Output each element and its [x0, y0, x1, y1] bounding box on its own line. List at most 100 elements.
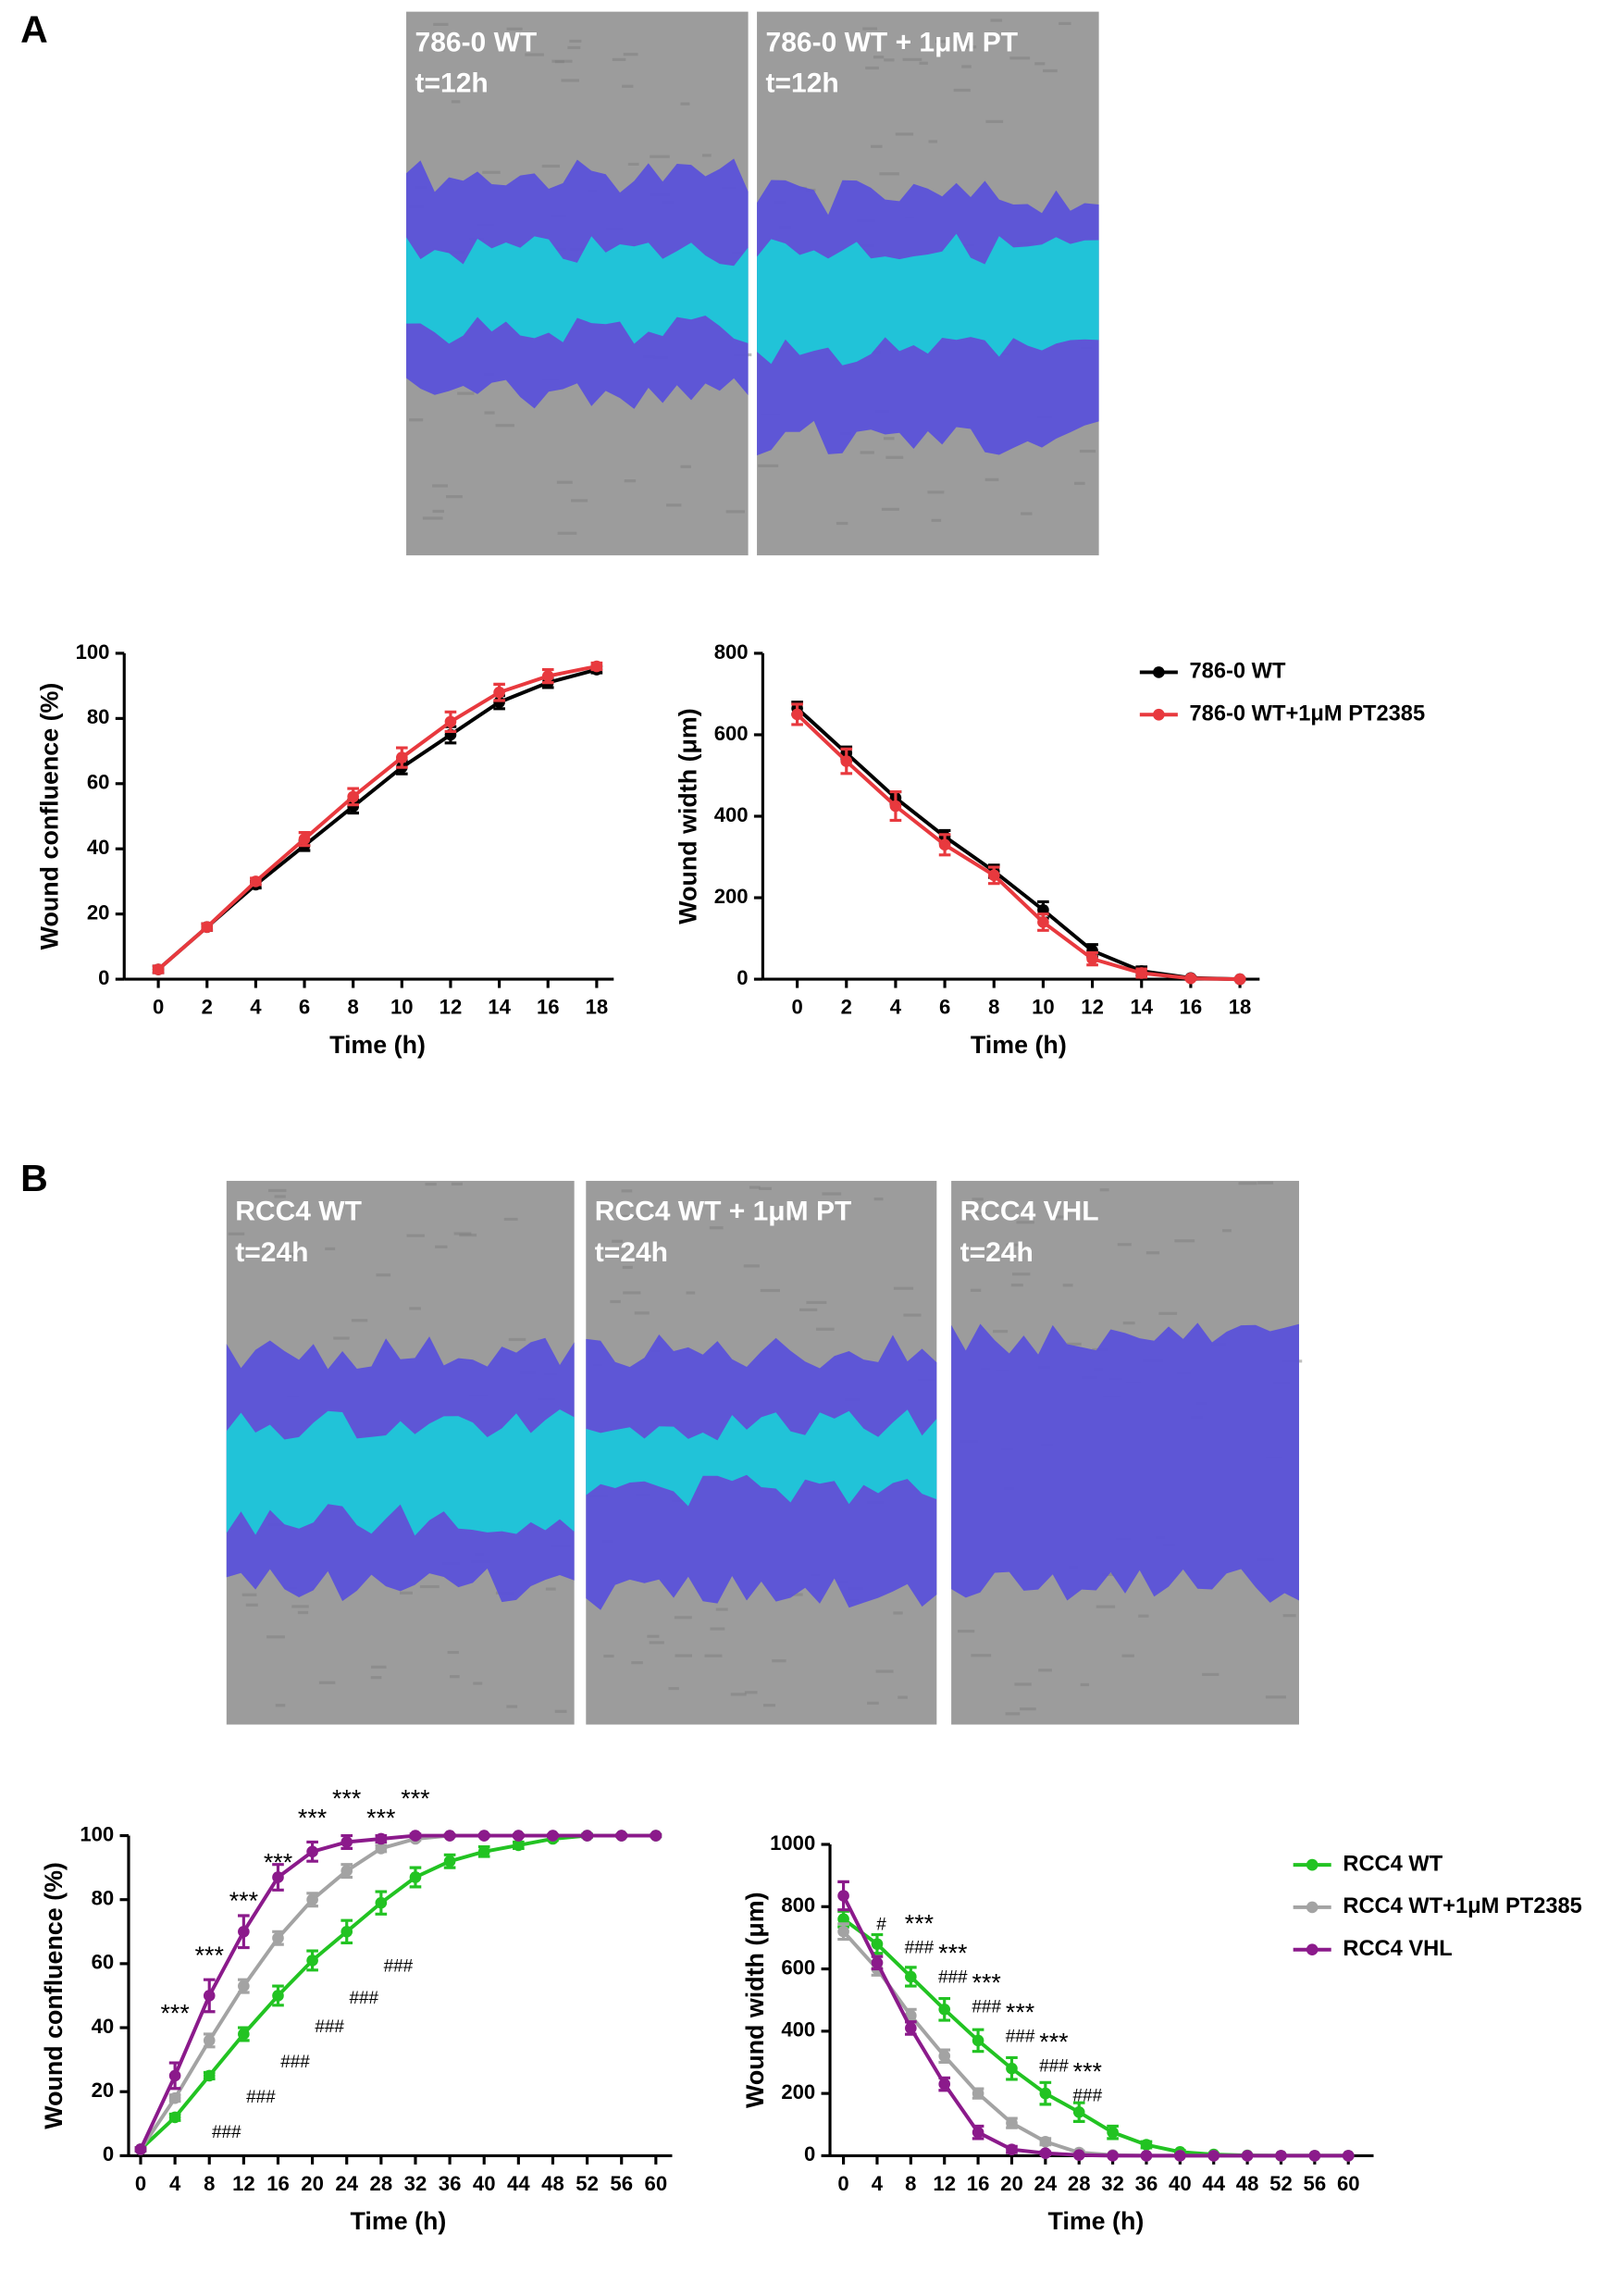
y-tick-label: 200 — [781, 2080, 815, 2104]
cell-texture — [612, 1239, 624, 1243]
series-line — [796, 706, 1241, 982]
image-time: t=12h — [415, 68, 489, 99]
cell-texture — [1158, 1311, 1178, 1315]
data-point — [1275, 2150, 1287, 2162]
cell-texture — [1238, 1182, 1257, 1185]
cell-texture — [545, 1587, 556, 1591]
image-time: t=12h — [766, 68, 839, 99]
x-tick-label: 52 — [576, 2172, 599, 2195]
cell-texture — [482, 170, 501, 174]
cell-texture — [1265, 1695, 1286, 1699]
cell-texture — [1099, 1188, 1109, 1192]
data-point — [1006, 2143, 1018, 2155]
image-title: RCC4 WT — [235, 1197, 362, 1227]
cell-texture — [506, 27, 523, 31]
data-point — [168, 2069, 181, 2082]
cell-texture — [895, 132, 914, 136]
cell-texture — [291, 1605, 309, 1608]
panel-label: A — [20, 8, 48, 51]
x-tick-label: 0 — [135, 2172, 146, 2195]
data-point — [972, 2034, 984, 2047]
cell-texture — [1043, 68, 1058, 73]
y-tick-label: 1000 — [770, 1831, 815, 1855]
data-point — [238, 1925, 250, 1938]
cell-texture — [1117, 1243, 1132, 1247]
x-tick-label: 24 — [335, 2172, 358, 2195]
wound-gap — [586, 1409, 937, 1507]
cell-texture — [760, 1288, 781, 1293]
x-tick-label: 28 — [1068, 2172, 1091, 2195]
cell-texture — [484, 411, 495, 415]
cell-texture — [743, 1264, 760, 1268]
cell-texture — [400, 1591, 413, 1595]
x-tick-label: 8 — [204, 2172, 215, 2195]
cell-texture — [953, 88, 971, 93]
data-point — [1308, 2150, 1321, 2162]
data-point — [650, 1830, 662, 1842]
cell-texture — [561, 79, 579, 82]
x-tick-label: 0 — [791, 996, 802, 1019]
cell-texture — [931, 518, 942, 522]
x-tick-label: 20 — [301, 2172, 324, 2195]
x-tick-label: 18 — [1229, 996, 1252, 1019]
cell-texture — [1016, 1221, 1034, 1224]
x-tick-label: 60 — [1337, 2172, 1360, 2195]
x-tick-label: 6 — [939, 996, 950, 1019]
data-point — [987, 869, 1000, 882]
y-tick-label: 80 — [87, 705, 110, 728]
cell-texture — [624, 479, 637, 483]
data-point — [340, 1836, 353, 1848]
data-point — [1107, 2150, 1119, 2162]
panel-label: B — [20, 1157, 48, 1199]
cell-texture — [433, 48, 445, 52]
cell-texture — [556, 480, 573, 484]
cell-texture — [749, 1185, 761, 1189]
cell-texture — [680, 102, 690, 105]
data-point — [1039, 2087, 1052, 2100]
data-point — [1086, 952, 1098, 965]
cell-texture — [758, 464, 779, 467]
wound-gap — [226, 1409, 575, 1536]
legend-marker — [1306, 1943, 1319, 1956]
significance-annotation: ### — [938, 1968, 968, 1988]
cell-texture — [503, 1217, 518, 1222]
cell-texture — [725, 510, 746, 514]
data-point — [347, 790, 359, 803]
cell-texture — [432, 509, 444, 514]
x-tick-label: 12 — [232, 2172, 255, 2195]
y-tick-label: 600 — [781, 1955, 815, 1979]
cell-texture — [1145, 1251, 1160, 1255]
data-point — [238, 1980, 250, 1992]
cell-texture — [985, 119, 1004, 123]
significance-annotation: *** — [905, 1910, 935, 1938]
legend-label: RCC4 VHL — [1343, 1937, 1452, 1961]
image-time: t=24h — [960, 1237, 1034, 1268]
cell-texture — [898, 1695, 908, 1699]
data-point — [168, 2091, 181, 2104]
data-point — [889, 800, 902, 813]
cell-texture — [333, 1336, 350, 1340]
y-axis-label: Wound width (μm) — [675, 708, 702, 924]
data-point — [340, 1865, 353, 1877]
cell-texture — [893, 1286, 914, 1290]
significance-annotation: ### — [1073, 2086, 1103, 2105]
cell-texture — [551, 59, 573, 63]
data-point — [938, 2003, 951, 2016]
cell-texture — [666, 503, 682, 507]
cell-texture — [459, 1233, 477, 1237]
cell-texture — [1067, 1342, 1082, 1346]
cell-texture — [631, 1661, 643, 1665]
x-tick-label: 8 — [905, 2172, 916, 2195]
data-point — [168, 2111, 181, 2124]
cell-texture — [557, 531, 577, 535]
data-point — [1072, 2149, 1085, 2162]
data-point — [1072, 2105, 1085, 2118]
y-tick-label: 400 — [714, 803, 749, 826]
cell-texture — [744, 1691, 758, 1694]
cell-texture — [701, 154, 712, 157]
cell-texture — [541, 164, 561, 168]
data-point — [1135, 967, 1148, 979]
series-line — [139, 1833, 656, 2151]
cell-texture — [709, 1226, 724, 1230]
data-point — [152, 963, 165, 975]
